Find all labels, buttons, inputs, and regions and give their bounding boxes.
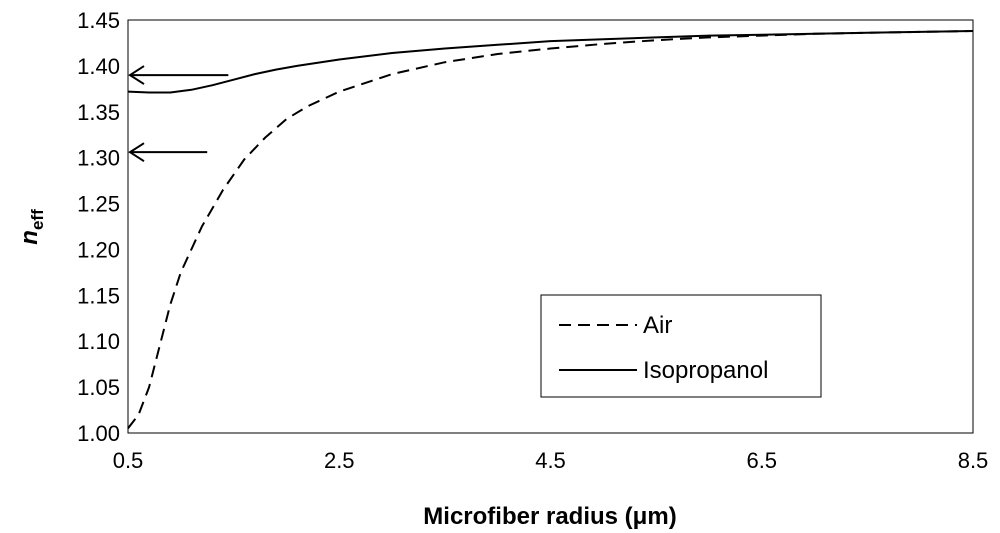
- series-layer: [127, 30, 974, 430]
- arrow-head: [128, 65, 145, 85]
- x-tick-labels: 0.5 2.5 4.5 6.5 8.5: [113, 448, 989, 473]
- legend-box: [540, 294, 822, 398]
- y-tick-label: 1.40: [77, 54, 120, 79]
- x-axis-title: Microfiber radius (μm): [423, 503, 676, 530]
- arrow-annotation: [128, 142, 208, 163]
- x-tick-label: 6.5: [746, 448, 777, 473]
- y-tick-label: 1.15: [77, 283, 120, 308]
- y-tick-label: 1.45: [77, 8, 120, 33]
- y-axis-title-main: n: [16, 230, 43, 245]
- x-tick-label: 8.5: [958, 448, 989, 473]
- series-line-isopropanol: [127, 30, 974, 94]
- legend-label-air: Air: [643, 312, 672, 339]
- x-tick-label: 2.5: [324, 448, 355, 473]
- y-tick-label: 1.25: [77, 192, 120, 217]
- y-tick-label: 1.10: [77, 329, 120, 354]
- y-tick-label: 1.05: [77, 375, 120, 400]
- legend-label-isopropanol: Isopropanol: [643, 357, 768, 384]
- y-tick-label: 1.35: [77, 100, 120, 125]
- y-axis-title-subscript: eff: [28, 209, 47, 230]
- y-tick-label: 1.30: [77, 146, 120, 171]
- x-tick-label: 0.5: [113, 448, 144, 473]
- y-tick-label: 1.00: [77, 421, 120, 446]
- y-tick-label: 1.20: [77, 237, 120, 262]
- legend: Air Isopropanol: [540, 294, 822, 398]
- y-axis-title: neff: [16, 209, 47, 245]
- x-tick-label: 4.5: [535, 448, 566, 473]
- arrow-head: [128, 142, 145, 163]
- annotation-layer: [128, 65, 229, 163]
- arrow-annotation: [128, 65, 229, 85]
- y-tick-labels: 1.00 1.05 1.10 1.15 1.20 1.25 1.30 1.35 1.40 1.45: [77, 8, 120, 446]
